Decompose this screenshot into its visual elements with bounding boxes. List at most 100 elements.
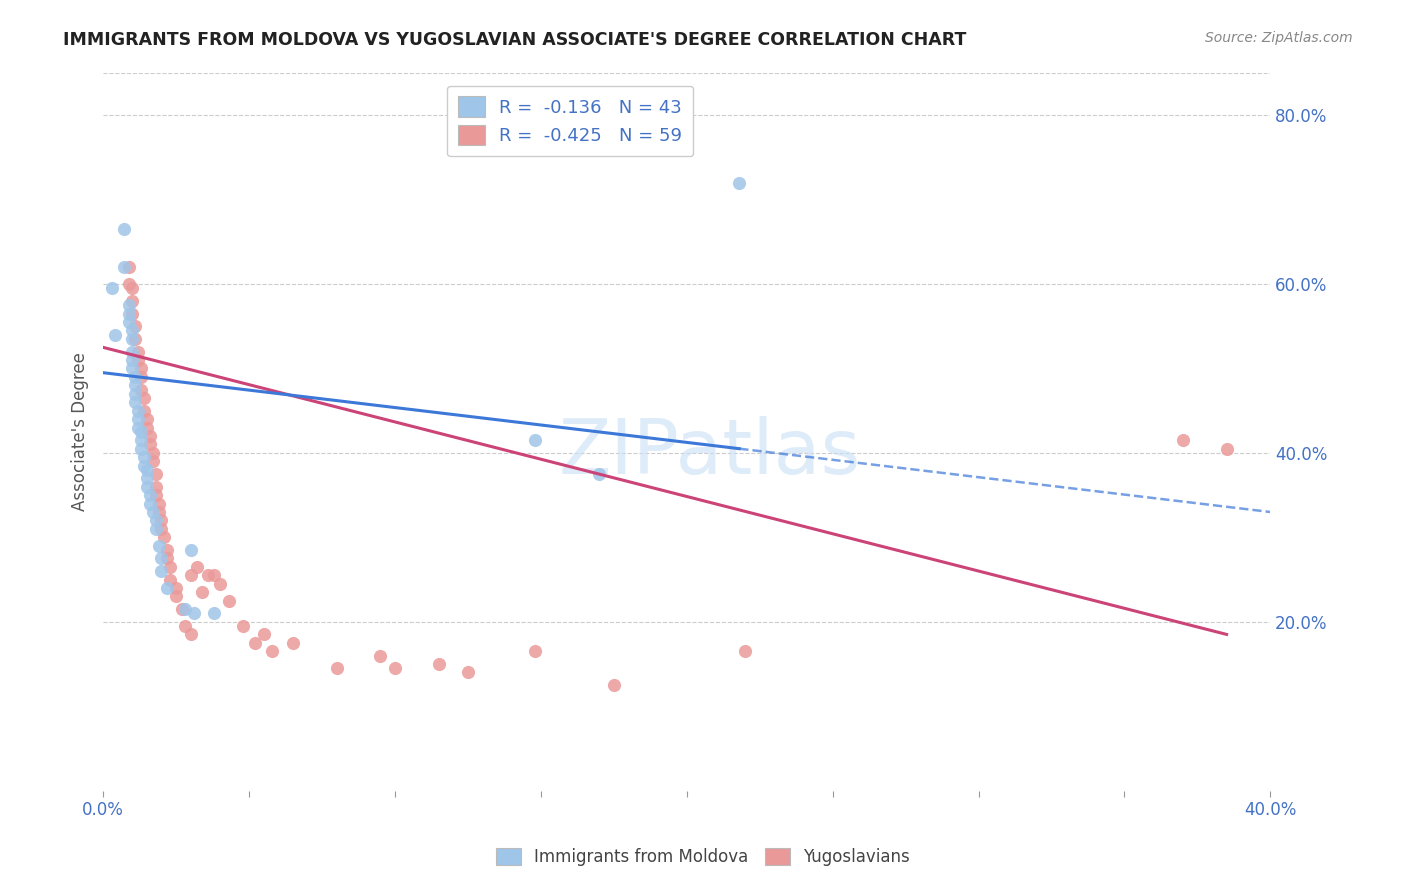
Yugoslavians: [1171, 434, 1194, 448]
Immigrants from Moldova: [524, 434, 547, 448]
Yugoslavians: [121, 281, 143, 295]
Yugoslavians: [124, 319, 146, 334]
Immigrants from Moldova: [728, 176, 751, 190]
Yugoslavians: [150, 513, 173, 527]
Immigrants from Moldova: [180, 543, 202, 558]
Yugoslavians: [135, 412, 157, 426]
Yugoslavians: [173, 619, 195, 633]
Yugoslavians: [603, 678, 626, 692]
Yugoslavians: [127, 344, 149, 359]
Immigrants from Moldova: [118, 298, 141, 312]
Immigrants from Moldova: [173, 602, 195, 616]
Yugoslavians: [132, 391, 155, 405]
Immigrants from Moldova: [127, 412, 149, 426]
Immigrants from Moldova: [139, 488, 162, 502]
Immigrants from Moldova: [112, 222, 135, 236]
Text: Source: ZipAtlas.com: Source: ZipAtlas.com: [1205, 31, 1353, 45]
Yugoslavians: [384, 661, 406, 675]
Yugoslavians: [159, 560, 181, 574]
Yugoslavians: [159, 573, 181, 587]
Legend: Immigrants from Moldova, Yugoslavians: Immigrants from Moldova, Yugoslavians: [489, 841, 917, 873]
Yugoslavians: [148, 505, 170, 519]
Immigrants from Moldova: [124, 386, 146, 401]
Immigrants from Moldova: [129, 425, 152, 439]
Immigrants from Moldova: [121, 361, 143, 376]
Immigrants from Moldova: [588, 467, 610, 481]
Yugoslavians: [524, 644, 547, 658]
Immigrants from Moldova: [118, 307, 141, 321]
Immigrants from Moldova: [121, 344, 143, 359]
Immigrants from Moldova: [150, 564, 173, 578]
Immigrants from Moldova: [132, 458, 155, 473]
Immigrants from Moldova: [112, 260, 135, 275]
Yugoslavians: [153, 530, 176, 544]
Yugoslavians: [734, 644, 756, 658]
Immigrants from Moldova: [124, 370, 146, 384]
Yugoslavians: [145, 488, 167, 502]
Yugoslavians: [129, 370, 152, 384]
Immigrants from Moldova: [124, 395, 146, 409]
Immigrants from Moldova: [135, 480, 157, 494]
Immigrants from Moldova: [156, 581, 179, 595]
Yugoslavians: [232, 619, 254, 633]
Immigrants from Moldova: [121, 332, 143, 346]
Yugoslavians: [145, 480, 167, 494]
Yugoslavians: [165, 581, 187, 595]
Yugoslavians: [252, 627, 274, 641]
Immigrants from Moldova: [135, 471, 157, 485]
Immigrants from Moldova: [124, 378, 146, 392]
Immigrants from Moldova: [121, 353, 143, 368]
Immigrants from Moldova: [145, 513, 167, 527]
Immigrants from Moldova: [118, 315, 141, 329]
Immigrants from Moldova: [129, 442, 152, 456]
Yugoslavians: [142, 454, 165, 468]
Immigrants from Moldova: [145, 522, 167, 536]
Immigrants from Moldova: [202, 607, 225, 621]
Immigrants from Moldova: [104, 327, 127, 342]
Yugoslavians: [325, 661, 347, 675]
Immigrants from Moldova: [139, 497, 162, 511]
Yugoslavians: [170, 602, 193, 616]
Yugoslavians: [180, 568, 202, 582]
Legend: R =  -0.136   N = 43, R =  -0.425   N = 59: R = -0.136 N = 43, R = -0.425 N = 59: [447, 86, 693, 156]
Yugoslavians: [127, 353, 149, 368]
Immigrants from Moldova: [127, 403, 149, 417]
Text: IMMIGRANTS FROM MOLDOVA VS YUGOSLAVIAN ASSOCIATE'S DEGREE CORRELATION CHART: IMMIGRANTS FROM MOLDOVA VS YUGOSLAVIAN A…: [63, 31, 967, 49]
Immigrants from Moldova: [127, 420, 149, 434]
Yugoslavians: [118, 277, 141, 291]
Y-axis label: Associate's Degree: Associate's Degree: [72, 352, 89, 511]
Yugoslavians: [281, 636, 304, 650]
Immigrants from Moldova: [150, 551, 173, 566]
Yugoslavians: [132, 403, 155, 417]
Yugoslavians: [186, 560, 208, 574]
Yugoslavians: [139, 437, 162, 451]
Yugoslavians: [135, 420, 157, 434]
Yugoslavians: [150, 522, 173, 536]
Yugoslavians: [118, 260, 141, 275]
Yugoslavians: [145, 467, 167, 481]
Yugoslavians: [370, 648, 392, 663]
Yugoslavians: [427, 657, 450, 671]
Yugoslavians: [129, 361, 152, 376]
Yugoslavians: [243, 636, 266, 650]
Yugoslavians: [156, 551, 179, 566]
Yugoslavians: [218, 593, 240, 607]
Yugoslavians: [165, 590, 187, 604]
Yugoslavians: [139, 429, 162, 443]
Yugoslavians: [129, 383, 152, 397]
Yugoslavians: [121, 307, 143, 321]
Yugoslavians: [457, 665, 479, 680]
Immigrants from Moldova: [142, 505, 165, 519]
Yugoslavians: [180, 627, 202, 641]
Immigrants from Moldova: [183, 607, 205, 621]
Yugoslavians: [156, 543, 179, 558]
Immigrants from Moldova: [121, 323, 143, 337]
Immigrants from Moldova: [148, 539, 170, 553]
Yugoslavians: [262, 644, 284, 658]
Immigrants from Moldova: [129, 434, 152, 448]
Yugoslavians: [197, 568, 219, 582]
Immigrants from Moldova: [101, 281, 124, 295]
Yugoslavians: [1215, 442, 1237, 456]
Immigrants from Moldova: [132, 450, 155, 464]
Yugoslavians: [121, 293, 143, 308]
